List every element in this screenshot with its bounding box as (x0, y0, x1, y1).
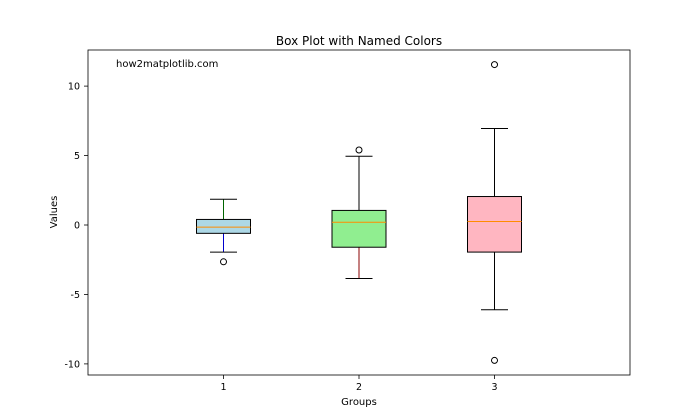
box-group-2 (331, 146, 387, 279)
outlier-point (491, 61, 498, 69)
y-tick-label: 10 (68, 82, 80, 93)
x-tick-label: 1 (220, 382, 226, 393)
y-tick-label: -10 (64, 359, 80, 370)
y-axis-label: Values (49, 196, 60, 229)
x-tick-label: 2 (356, 382, 362, 393)
box-group-1 (196, 198, 251, 266)
y-tick-label: 0 (74, 221, 80, 232)
box-iqr (196, 218, 251, 234)
watermark-annotation: how2matplotlib.com (116, 59, 218, 70)
x-axis-ticks: 1 2 3 (220, 375, 498, 393)
y-tick-label: -5 (71, 290, 80, 301)
outlier-point (355, 146, 363, 154)
outlier-point (491, 356, 498, 364)
box-group-3 (467, 61, 522, 364)
outlier-point (220, 258, 227, 266)
y-axis-ticks: -10 -5 0 5 10 (64, 82, 88, 370)
box-series (196, 61, 522, 364)
chart-title: Box Plot with Named Colors (276, 34, 442, 48)
box-iqr (467, 196, 522, 253)
x-axis-label: Groups (341, 397, 377, 408)
box-iqr (331, 209, 387, 248)
x-tick-label: 3 (491, 382, 497, 393)
y-tick-label: 5 (74, 151, 80, 162)
